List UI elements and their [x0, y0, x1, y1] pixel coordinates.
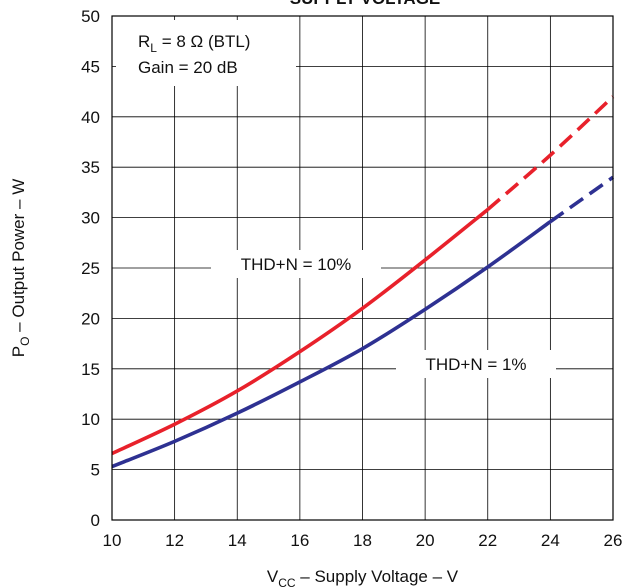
y-tick-label: 20 [81, 309, 100, 328]
y-tick-label: 15 [81, 360, 100, 379]
y-tick-label: 25 [81, 259, 100, 278]
x-tick-label: 16 [290, 531, 309, 550]
y-tick-label: 40 [81, 108, 100, 127]
series-label-thd-1: THD+N = 1% [396, 350, 556, 378]
x-axis-ticks: 10 12 14 16 18 20 22 24 26 [103, 531, 623, 550]
x-tick-label: 24 [541, 531, 560, 550]
y-axis-ticks: 0 5 10 15 20 25 30 35 40 45 50 [81, 7, 100, 530]
chart-title: SUPPLY VOLTAGE [290, 0, 441, 8]
x-axis-title: VCC – Supply Voltage – V [267, 567, 459, 587]
series-label-thd-10: THD+N = 10% [211, 250, 381, 278]
series-line-1-dashed [549, 175, 615, 224]
y-tick-label: 35 [81, 158, 100, 177]
plot-frame [111, 15, 614, 521]
y-tick-label: 5 [91, 461, 100, 480]
y-axis-title: PO – Output Power – W [9, 179, 32, 357]
x-tick-label: 10 [103, 531, 122, 550]
series-line-1-solid [111, 220, 552, 469]
series-line-0-dashed [486, 95, 615, 211]
x-tick-label: 20 [416, 531, 435, 550]
y-tick-label: 10 [81, 410, 100, 429]
conditions-annotation: RL = 8 Ω (BTL) Gain = 20 dB [116, 20, 296, 86]
x-tick-label: 12 [165, 531, 184, 550]
x-tick-label: 22 [478, 531, 497, 550]
series-lines [111, 95, 615, 469]
x-tick-label: 18 [353, 531, 372, 550]
y-tick-label: 45 [81, 57, 100, 76]
svg-text:THD+N = 10%: THD+N = 10% [241, 255, 352, 274]
svg-text:THD+N = 1%: THD+N = 1% [425, 355, 526, 374]
x-tick-label: 26 [604, 531, 623, 550]
gain-label: Gain = 20 dB [138, 58, 238, 77]
y-tick-label: 30 [81, 209, 100, 228]
series-line-0-solid [111, 208, 489, 456]
x-tick-label: 14 [228, 531, 247, 550]
load-resistance-label: RL = 8 Ω (BTL) [138, 32, 250, 55]
y-tick-label: 50 [81, 7, 100, 26]
y-tick-label: 0 [91, 511, 100, 530]
